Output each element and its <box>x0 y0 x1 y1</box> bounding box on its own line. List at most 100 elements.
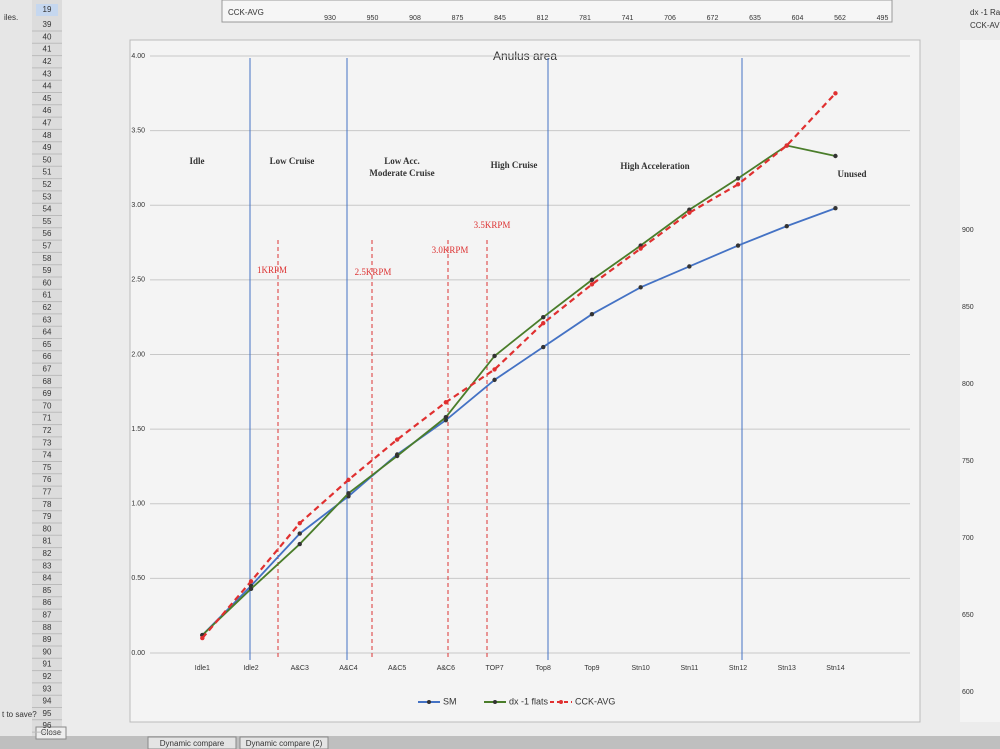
row-number: 70 <box>43 401 52 410</box>
row-number: 42 <box>43 57 52 66</box>
y-tick-label: 4.00 <box>131 53 145 60</box>
selected-row <box>36 4 58 16</box>
data-point <box>833 206 838 211</box>
row-number: 74 <box>43 451 52 460</box>
legend-label: CCK-AVG <box>575 696 615 706</box>
data-point <box>784 143 789 148</box>
data-point <box>394 437 400 442</box>
data-point <box>589 282 595 287</box>
row-number: 19 <box>43 5 52 14</box>
row-number: 48 <box>43 131 52 140</box>
row-number: 89 <box>43 635 52 644</box>
y-tick-label: 1.50 <box>131 426 145 433</box>
left-pane <box>0 0 32 749</box>
row-number: 40 <box>43 32 52 41</box>
cell: 672 <box>707 15 719 22</box>
data-point <box>541 344 546 350</box>
legend-marker <box>559 700 563 704</box>
cell: 741 <box>622 15 634 22</box>
cell: 635 <box>749 15 761 22</box>
row-number: 73 <box>43 438 52 447</box>
right-axis-label: 900 <box>962 227 974 234</box>
data-point <box>248 579 254 584</box>
data-point <box>735 182 741 187</box>
row-number: 65 <box>43 340 52 349</box>
region-label: Idle <box>189 156 204 166</box>
row-number: 58 <box>43 254 52 263</box>
data-point <box>346 491 351 496</box>
region-label: Unused <box>837 169 866 179</box>
series-line <box>201 207 836 636</box>
sheet-tab-label[interactable]: Dynamic compare <box>160 739 225 748</box>
data-point <box>200 635 205 641</box>
row-number: 92 <box>43 672 52 681</box>
data-point <box>589 277 595 283</box>
region-label: High Cruise <box>491 160 538 170</box>
right-axis-label: 600 <box>962 689 974 696</box>
right-text: CCK-AV <box>970 21 1000 30</box>
cell: 604 <box>792 15 804 22</box>
data-point <box>297 531 302 536</box>
right-axis-label: 850 <box>962 304 974 311</box>
row-number: 55 <box>43 217 52 226</box>
chart-area <box>129 39 921 723</box>
right-axis-label: 700 <box>962 535 974 542</box>
other-chart <box>960 40 1000 722</box>
row-number: 39 <box>43 20 52 29</box>
cell: 706 <box>664 15 676 22</box>
rpm-label: 3.0KRPM <box>432 245 469 255</box>
cell: 950 <box>367 15 379 22</box>
right-text: dx -1 Ra <box>970 8 1000 17</box>
row-number: 57 <box>43 242 52 251</box>
close-label[interactable]: Close <box>41 728 62 737</box>
row-number: 87 <box>43 611 52 620</box>
x-tick-label: Idle1 <box>195 665 210 672</box>
x-tick-label: Stn12 <box>729 665 747 672</box>
data-point <box>492 353 497 359</box>
row-number: 64 <box>43 328 52 337</box>
x-tick-label: A&C6 <box>437 665 455 672</box>
series-line <box>201 92 837 639</box>
region-label: Low Acc. <box>384 156 420 166</box>
data-point <box>833 91 838 96</box>
data-point <box>443 414 449 420</box>
data-point <box>735 176 741 181</box>
data-point <box>735 243 741 248</box>
x-tick-label: A&C4 <box>339 665 357 672</box>
row-number: 81 <box>43 537 52 546</box>
sheet-tab[interactable] <box>239 736 329 749</box>
sheet-tab[interactable] <box>147 736 237 749</box>
x-tick-label: Stn13 <box>778 665 796 672</box>
y-tick-label: 2.00 <box>131 351 145 358</box>
row-number: 54 <box>43 205 52 214</box>
legend-label: SM <box>443 696 457 706</box>
row-number: 68 <box>43 377 52 386</box>
row-number: 50 <box>43 155 52 164</box>
x-tick-label: Top8 <box>536 665 551 672</box>
data-point <box>297 541 302 547</box>
row-number: 91 <box>43 660 52 669</box>
cell: 495 <box>877 15 889 22</box>
x-tick-label: Idle2 <box>243 665 258 672</box>
row-number: 49 <box>43 143 52 152</box>
sheet-tab-label[interactable]: Dynamic compare (2) <box>246 739 323 748</box>
row-number: 52 <box>43 180 52 189</box>
rpm-label: 1KRPM <box>257 265 287 275</box>
rpm-label: 2.5KRPM <box>355 267 392 277</box>
cell: 908 <box>409 15 421 22</box>
data-point <box>492 377 497 383</box>
data-point <box>833 153 838 159</box>
data-point <box>541 320 546 326</box>
data-point <box>248 586 254 592</box>
row-number: 44 <box>43 82 52 91</box>
close-button[interactable] <box>35 726 67 740</box>
row-number: 59 <box>43 266 52 275</box>
region-label: Moderate Cruise <box>369 168 434 178</box>
series-line <box>201 144 836 636</box>
cell: 930 <box>324 15 336 22</box>
data-point <box>346 477 351 483</box>
y-tick-label: 2.50 <box>131 277 145 284</box>
legend-marker <box>493 700 497 704</box>
row-number: 95 <box>43 709 52 718</box>
